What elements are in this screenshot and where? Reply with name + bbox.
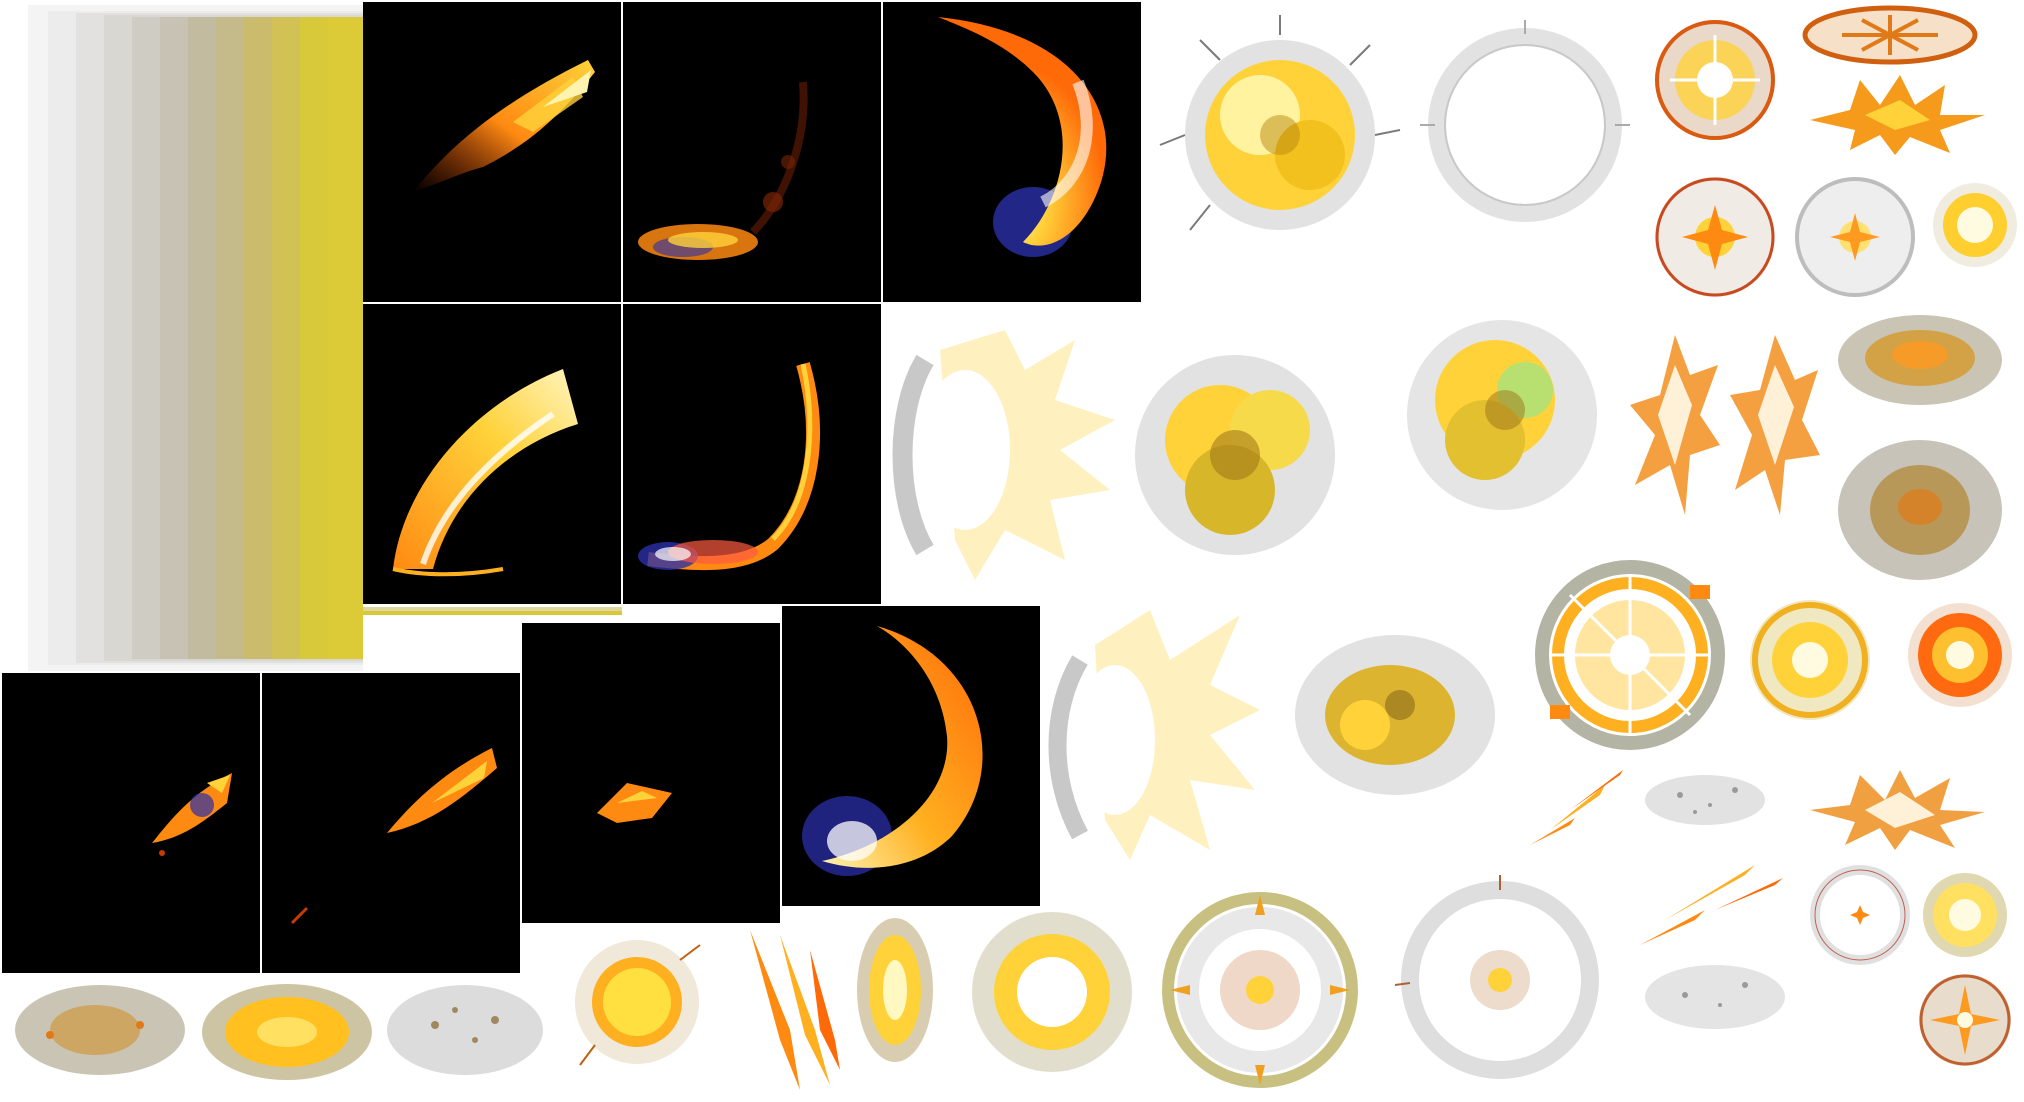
yellow-ring-burst — [1155, 885, 1365, 1095]
claw-slash — [740, 930, 845, 1090]
smoke-explosion-3 — [1290, 630, 1500, 800]
slash-frame-8 — [522, 623, 780, 923]
ring-flash-grey — [1790, 175, 1920, 300]
crystal-shard — [1630, 335, 1720, 515]
ring-flash-red — [1650, 175, 1780, 300]
slash-frame-5 — [623, 304, 881, 604]
fire-ellipse — [855, 915, 935, 1065]
flame-darts — [1525, 770, 1625, 850]
slash-frame-3 — [883, 2, 1141, 302]
rune-ellipse — [1802, 5, 1978, 65]
radial-sun — [1745, 595, 1875, 725]
fire-cloud — [965, 910, 1140, 1075]
slash-frame-9 — [782, 606, 1040, 906]
smoke-explosion — [1130, 340, 1340, 560]
dust-pile — [385, 980, 545, 1080]
glow-orb — [1930, 180, 2020, 270]
blast-fan-2 — [1040, 600, 1260, 865]
smoke-explosion-2 — [1395, 300, 1610, 525]
smoke-puff — [1835, 310, 2005, 410]
fire-orb — [1905, 600, 2015, 710]
slash-frame-6 — [2, 673, 260, 973]
sun-orb — [570, 935, 705, 1070]
white-ring — [1810, 865, 1910, 965]
slash-frame-2 — [623, 2, 881, 302]
fade-gradient-strip — [28, 5, 363, 671]
blast-fan — [885, 310, 1115, 590]
dust-particles-2 — [1640, 960, 1790, 1035]
explosion-cloud — [1159, 15, 1401, 255]
dust-particles — [1640, 770, 1770, 830]
spiky-burst-2 — [1810, 770, 1985, 850]
crystal-shard-2 — [1730, 335, 1820, 515]
shockwave-ring-grey — [1420, 20, 1630, 230]
slash-frame-4 — [363, 304, 621, 604]
smoke-pile — [10, 980, 190, 1080]
separator-bar — [363, 607, 622, 617]
spiky-burst — [1810, 75, 1985, 155]
ember-pile — [200, 980, 375, 1085]
slash-frame-7 — [262, 673, 520, 973]
flame-darts-2 — [1635, 850, 1785, 950]
grey-ring-burst — [1394, 875, 1605, 1085]
spiky-sun — [1920, 870, 2010, 960]
segmented-ring-flash — [1530, 555, 1730, 755]
smoke-puff-2 — [1835, 435, 2005, 585]
orange-ring-flash — [1650, 15, 1780, 145]
slash-frame-1 — [363, 2, 621, 302]
star-flash — [1915, 970, 2015, 1070]
